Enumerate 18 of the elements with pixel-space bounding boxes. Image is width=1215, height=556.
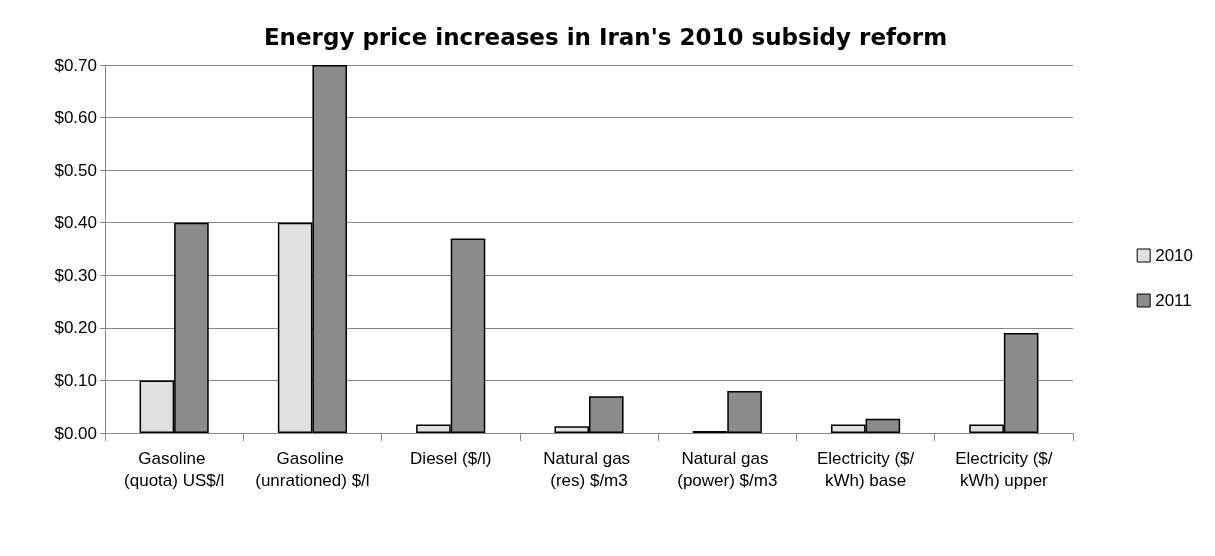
- legend-label: 2011: [1155, 291, 1192, 310]
- x-tick-label: Natural gas (res) $/m3: [543, 448, 635, 490]
- x-tick-label: Natural gas (power) $/m3: [677, 448, 778, 490]
- y-tick-label: $0.40: [54, 213, 97, 233]
- y-tick-label: $0.50: [54, 160, 97, 180]
- x-tick-label: Electricity ($/kWh) upper: [955, 448, 1053, 490]
- chart-title: Energy price increases in Iran's 2010 subsidy reform: [263, 23, 948, 50]
- y-tick-label: $0.10: [54, 370, 97, 390]
- y-tick-label: $0.30: [54, 265, 97, 285]
- y-tick-label: $0.00: [54, 423, 97, 443]
- y-tick-label: $0.60: [54, 108, 97, 128]
- x-tick-label: Electricity ($/kWh) base: [816, 448, 915, 490]
- x-tick-label: Gasoline (unrationed) $/l: [255, 448, 370, 490]
- y-tick-label: $0.20: [54, 318, 97, 338]
- x-tick-label: Gasoline (quota) US$/l: [124, 448, 225, 490]
- legend-label: 2010: [1155, 246, 1194, 265]
- x-tick-label: Diesel ($/l): [410, 448, 492, 468]
- y-tick-label: $0.70: [54, 55, 97, 75]
